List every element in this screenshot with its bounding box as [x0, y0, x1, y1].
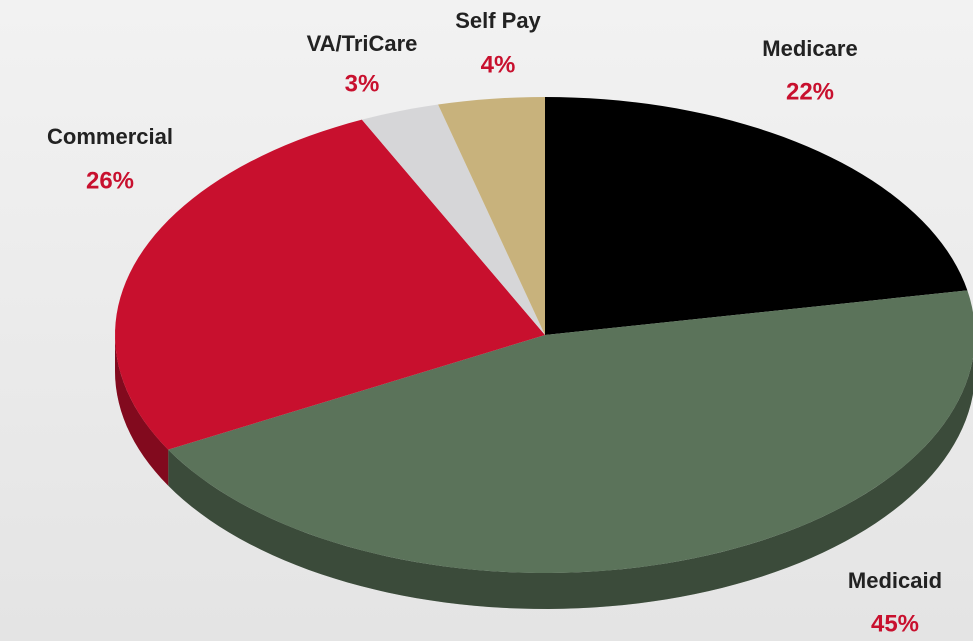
slice [545, 97, 968, 335]
slice-side [115, 335, 169, 486]
slice-value-label: 26% [86, 167, 134, 194]
slice-value-label: 3% [345, 70, 380, 97]
slice [361, 104, 545, 336]
slice-name: Medicare [762, 36, 857, 61]
slice-value-label: 4% [481, 51, 516, 78]
slice-name: Commercial [47, 124, 173, 149]
side-shade [168, 357, 973, 609]
slice [438, 97, 545, 335]
side-shade [115, 335, 169, 486]
slice-value-label: 45% [871, 610, 919, 637]
slice-name: VA/TriCare [307, 31, 418, 56]
slice-side [168, 357, 973, 609]
slice-value-label: 22% [786, 78, 834, 105]
slice [168, 290, 973, 573]
slice-name: Medicaid [848, 568, 942, 593]
slice [115, 119, 545, 450]
slice-name: Self Pay [455, 8, 541, 33]
